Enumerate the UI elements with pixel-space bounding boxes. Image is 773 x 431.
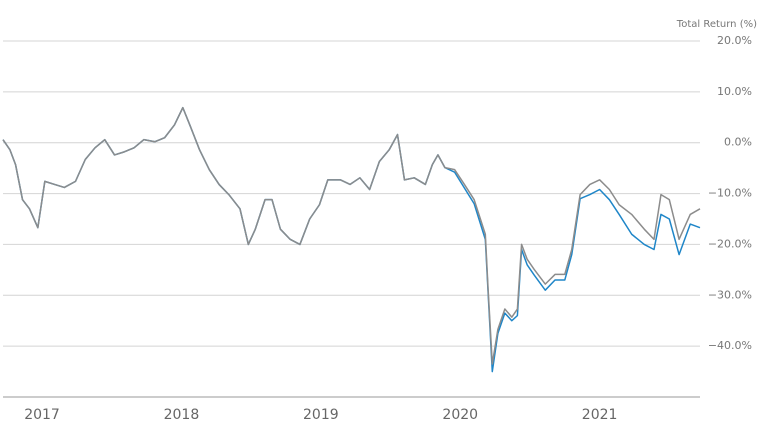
- x-tick-label: 2021: [582, 407, 618, 423]
- y-tick-label: 20.0%: [717, 34, 752, 47]
- x-tick-label: 2017: [24, 407, 60, 423]
- y-axis-title: Total Return (%): [676, 19, 757, 30]
- y-tick-label: −40.0%: [708, 339, 752, 352]
- y-tick-label: 0.0%: [724, 136, 752, 149]
- x-tick-label: 2019: [303, 407, 339, 423]
- x-tick-label: 2018: [164, 407, 200, 423]
- y-tick-label: 10.0%: [717, 85, 752, 98]
- series-line: [2, 106, 701, 373]
- x-tick-label: 2020: [442, 407, 478, 423]
- y-tick-label: −10.0%: [708, 187, 752, 200]
- y-tick-label: −30.0%: [708, 288, 752, 301]
- series-line: [2, 106, 701, 365]
- y-tick-label: −20.0%: [708, 237, 752, 250]
